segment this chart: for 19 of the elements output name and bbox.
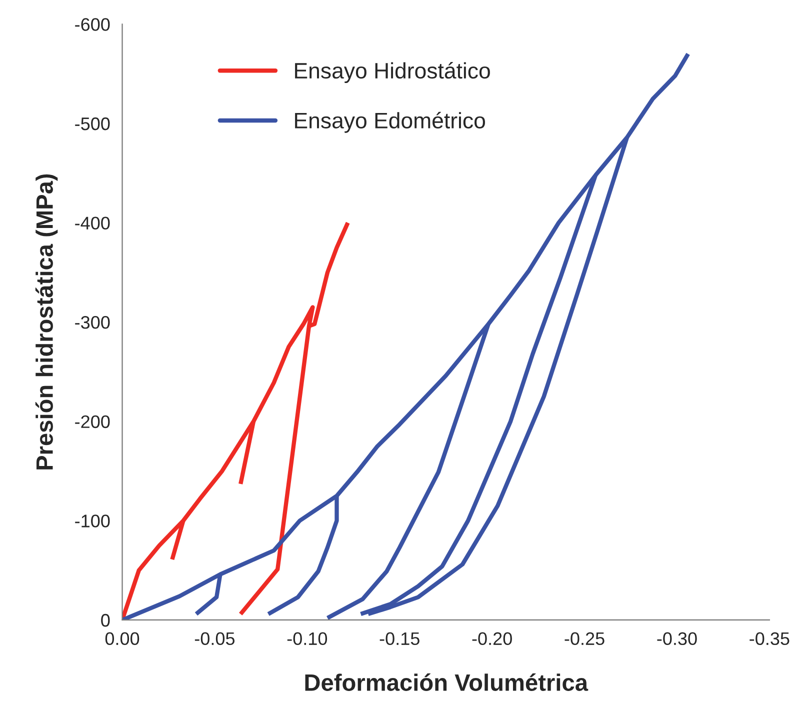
y-axis-title: Presión hidrostática (MPa) [35, 174, 58, 470]
y-tick-label: -100 [75, 514, 110, 528]
y-tick-label: -200 [75, 415, 110, 428]
y-tick-label: -400 [75, 216, 110, 230]
y-tick-label: -300 [75, 316, 110, 329]
x-tick-label: -0.05 [194, 632, 235, 646]
x-tick-label: -0.20 [472, 632, 512, 646]
x-axis-title: Deformación Volumétrica [305, 673, 588, 691]
x-tick-label: -0.15 [380, 632, 420, 646]
x-tick-label: 0.00 [105, 632, 140, 646]
x-tick-label: -0.35 [750, 632, 790, 646]
y-tick-label: -500 [75, 117, 110, 130]
legend-label: Ensayo Hidrostático [295, 62, 490, 84]
x-tick-label: -0.30 [657, 632, 697, 646]
legend-label: Ensayo Edométrico [295, 112, 485, 133]
x-tick-label: -0.10 [287, 632, 328, 646]
x-tick-label: -0.25 [564, 632, 604, 646]
y-tick-label: -600 [75, 18, 110, 31]
y-tick-label: 0 [101, 614, 110, 627]
